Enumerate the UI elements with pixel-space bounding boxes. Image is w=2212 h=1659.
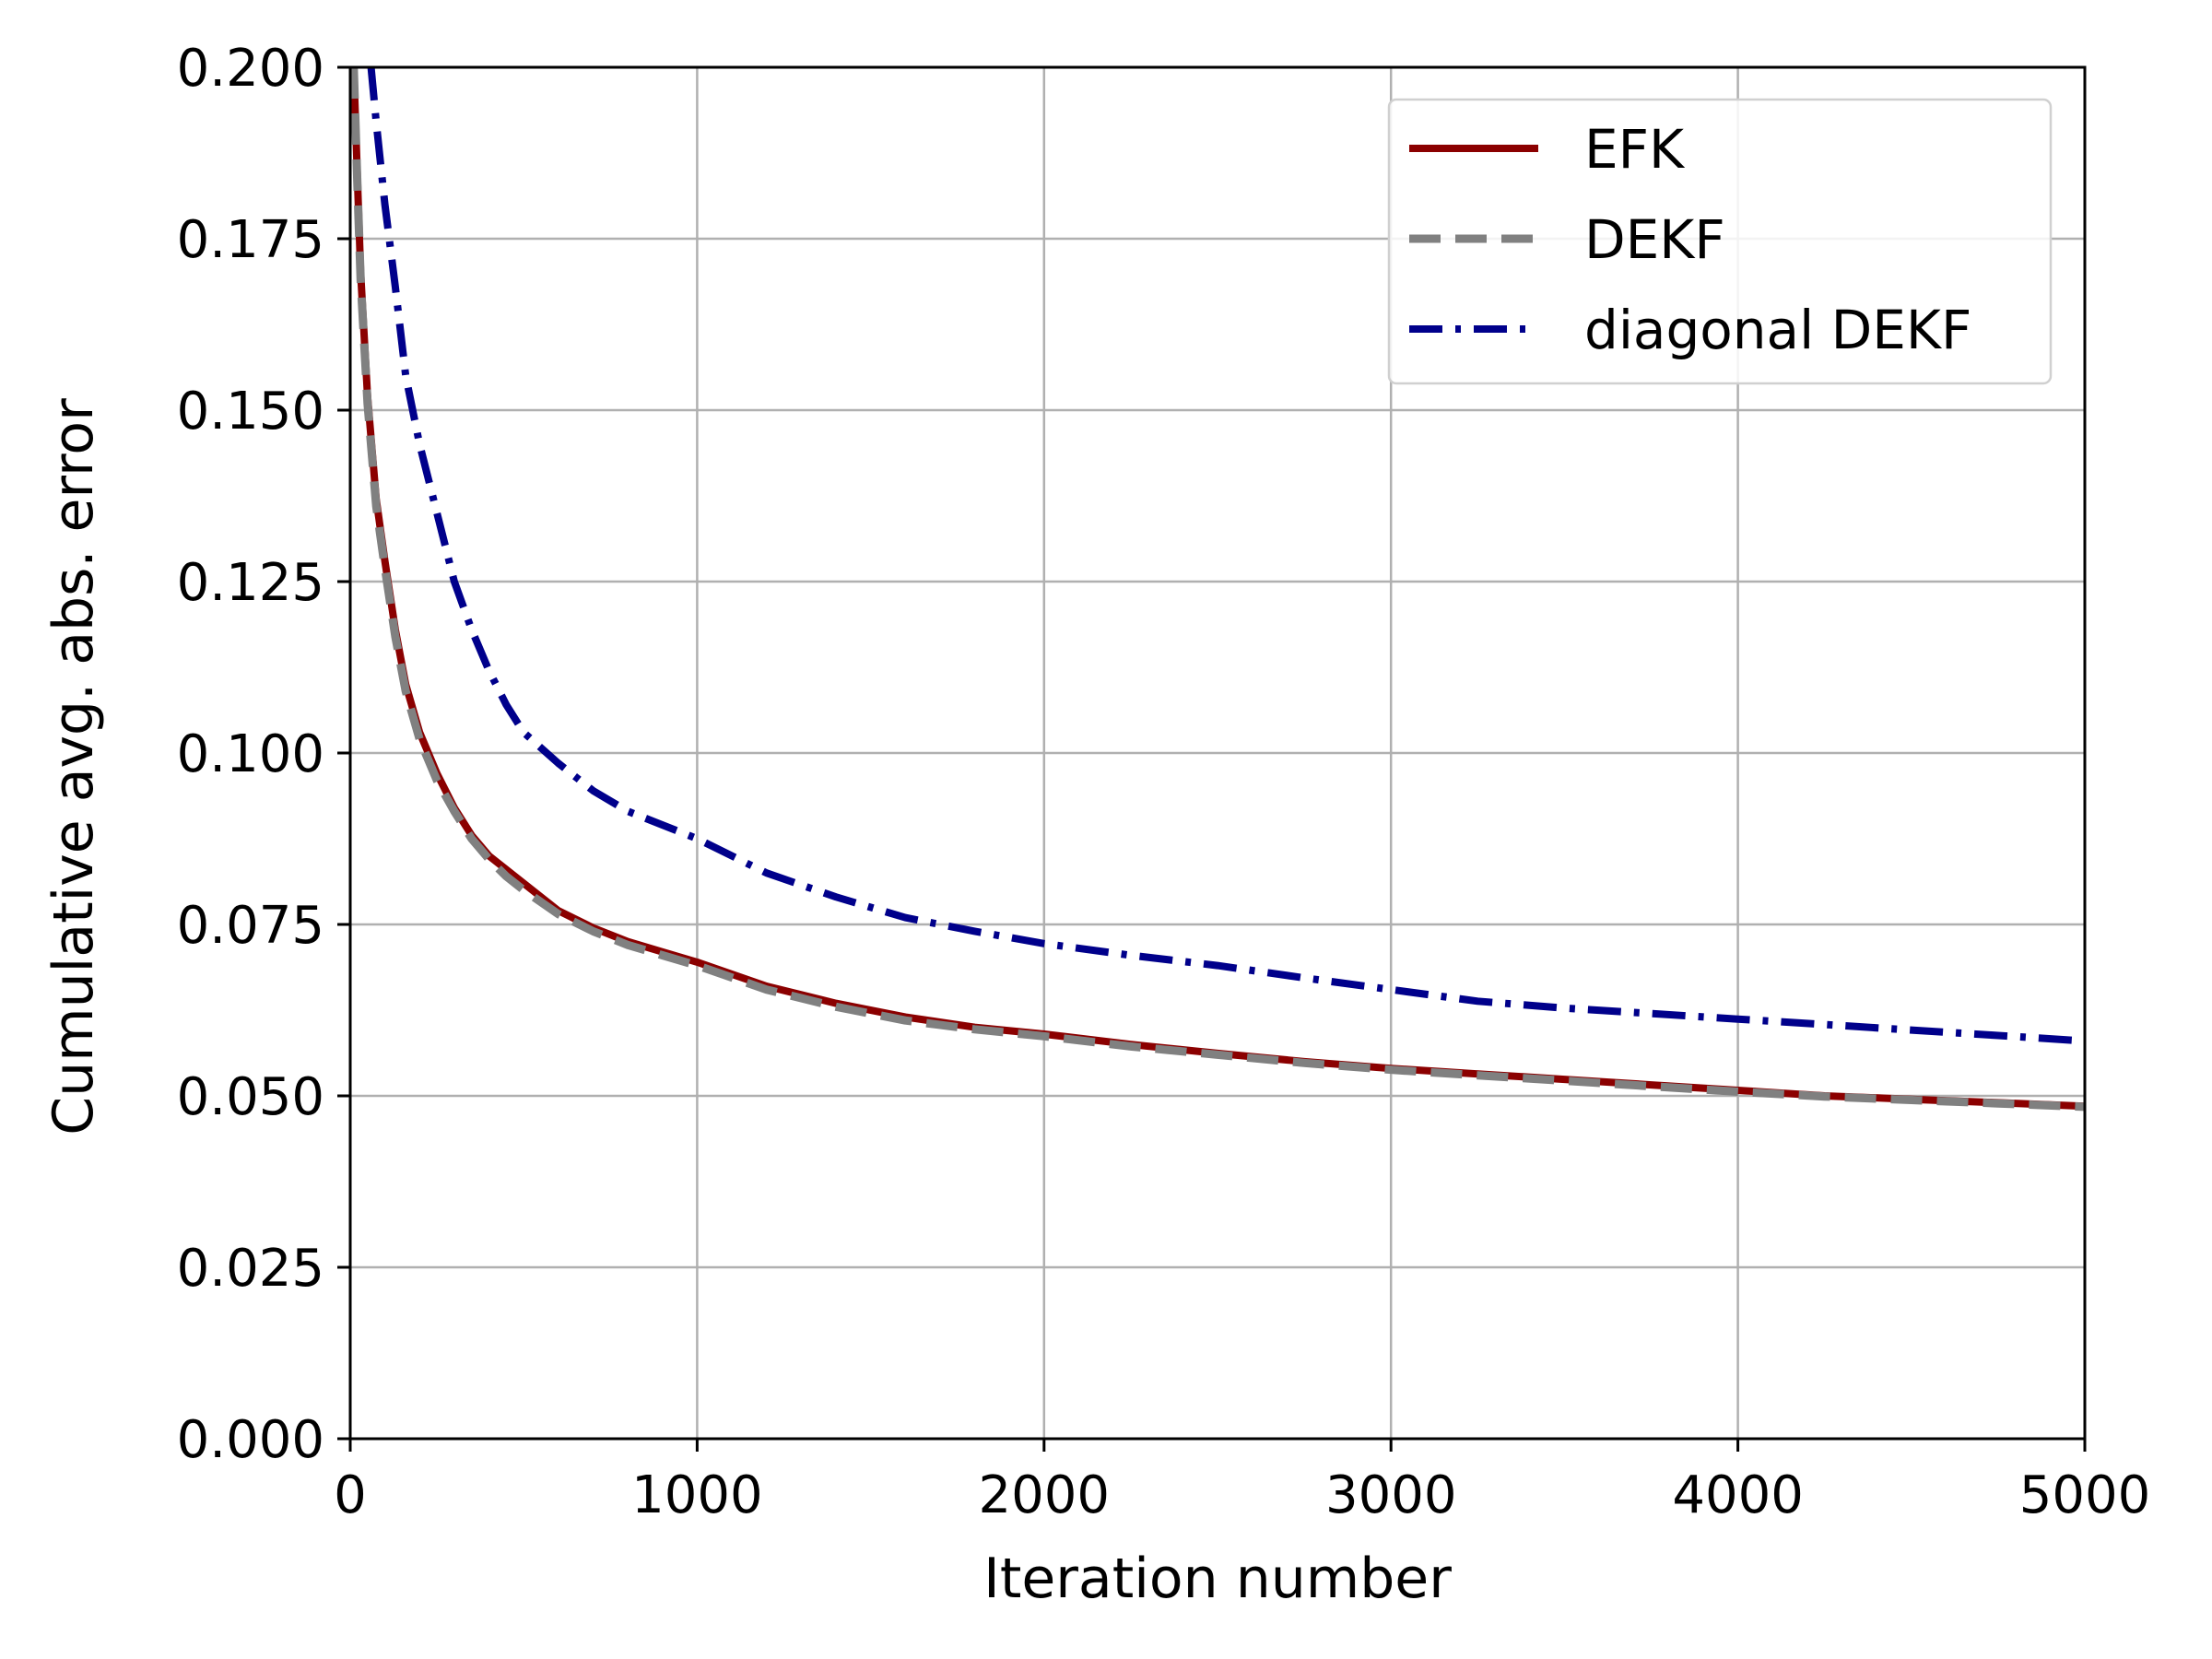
- x-tick-label: 0: [334, 1465, 367, 1525]
- y-axis-title: Cumulative avg. abs. error: [41, 398, 106, 1135]
- plot-lines: [350, 67, 2085, 1112]
- series-line-diagonal-dekf: [367, 67, 2085, 1045]
- series-line-dekf: [350, 67, 2085, 1112]
- x-axis-title: Iteration number: [983, 1547, 1452, 1611]
- y-tick-label: 0.175: [177, 210, 324, 270]
- y-tick-label: 0.000: [177, 1410, 324, 1470]
- x-tick-label: 4000: [1672, 1465, 1804, 1525]
- legend-label-diagonal-dekf: diagonal DEKF: [1584, 299, 1971, 361]
- legend-label-dekf: DEKF: [1584, 208, 1725, 271]
- legend: EFK DEKF diagonal DEKF: [1387, 98, 2053, 385]
- x-tick-label: 3000: [1325, 1465, 1457, 1525]
- x-tick-label: 2000: [979, 1465, 1111, 1525]
- y-tick-label: 0.150: [177, 382, 324, 441]
- legend-label-efk: EFK: [1584, 118, 1686, 181]
- y-tick-label: 0.100: [177, 724, 324, 784]
- ticks: 0 1000 2000 3000 4000 5000 0.000 0.025 0.050 0.07…: [177, 39, 2151, 1525]
- x-tick-label: 5000: [2019, 1465, 2151, 1525]
- legend-box: [1387, 98, 2053, 385]
- y-tick-label: 0.025: [177, 1239, 324, 1299]
- y-tick-label: 0.200: [177, 39, 324, 99]
- y-tick-label: 0.050: [177, 1067, 324, 1127]
- x-tick-label: 1000: [631, 1465, 763, 1525]
- y-tick-label: 0.125: [177, 553, 324, 613]
- y-tick-label: 0.075: [177, 896, 324, 956]
